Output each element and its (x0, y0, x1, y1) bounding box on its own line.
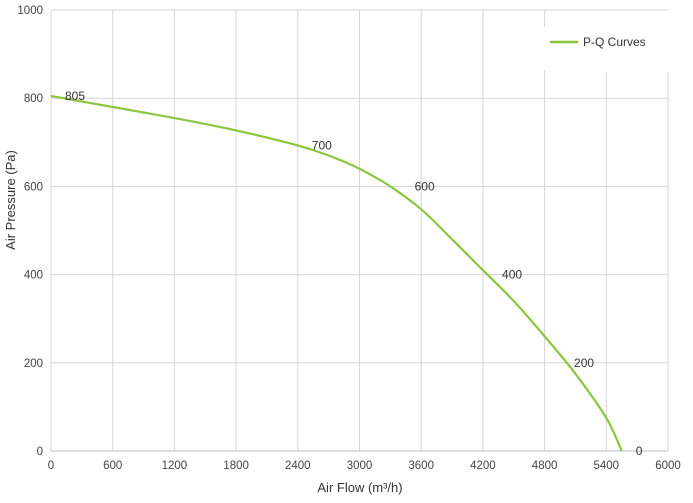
data-label: 400 (502, 268, 522, 282)
x-tick-label: 1200 (162, 460, 188, 472)
data-label: 200 (574, 356, 594, 370)
x-tick-label: 6000 (655, 460, 681, 472)
y-tick-label: 200 (24, 358, 43, 370)
data-labels: 805 700 600 400 200 0 (65, 89, 643, 458)
x-tick-label: 0 (48, 460, 54, 472)
x-tick-label: 2400 (285, 460, 311, 472)
data-label: 700 (312, 138, 332, 152)
data-label: 0 (636, 444, 643, 458)
legend-label: P-Q Curves (583, 35, 646, 49)
x-tick-label: 1800 (223, 460, 249, 472)
x-tick-label: 4200 (470, 460, 496, 472)
series-line-pq-curve (50, 94, 623, 452)
x-tick-label: 5400 (594, 460, 620, 472)
legend-background (530, 27, 668, 70)
x-tick-label: 600 (103, 460, 122, 472)
series-layer (50, 94, 623, 452)
y-axis-title: Air Pressure (Pa) (3, 150, 18, 250)
y-tick-label: 600 (24, 181, 43, 193)
x-tick-label: 3600 (408, 460, 434, 472)
legend: P-Q Curves (530, 27, 668, 70)
y-tick-label: 400 (24, 270, 43, 282)
x-axis-title: Air Flow (m³/h) (317, 480, 402, 495)
x-tick-label: 4800 (532, 460, 558, 472)
x-tick-label: 3000 (347, 460, 373, 472)
grid-lines (50, 9, 669, 452)
data-label: 805 (65, 89, 85, 103)
y-tick-label: 0 (37, 446, 43, 458)
axes: 0 600 1200 1800 2400 3000 3600 4200 4800 5400 6000… (17, 5, 680, 472)
y-tick-label: 800 (24, 93, 43, 105)
y-tick-label: 1000 (17, 5, 43, 17)
data-label: 600 (415, 179, 435, 193)
